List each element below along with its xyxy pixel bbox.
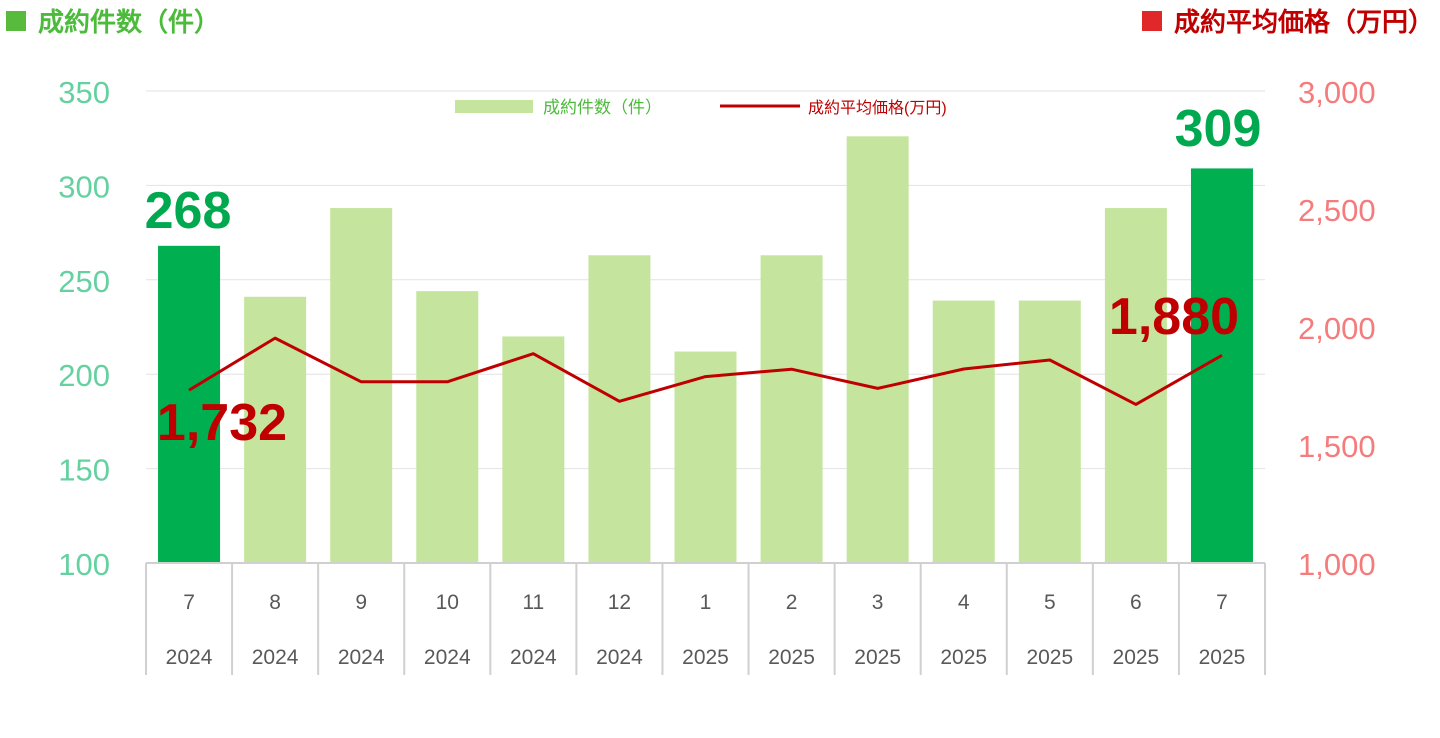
category-year-label: 2025 [854,646,901,669]
category-year-label: 2025 [940,646,987,669]
left-axis-title: 成約件数（件） [6,2,220,39]
bar [588,255,651,564]
bar [330,208,393,563]
green-square-icon [6,10,26,31]
category-month-label: 4 [958,591,970,614]
bar [416,291,479,563]
bar [244,296,307,563]
bar [502,336,565,563]
left-tick-label: 150 [58,453,110,488]
left-tick-label: 300 [58,169,110,204]
right-tick-label: 1,500 [1298,429,1376,464]
bar [1018,300,1081,563]
left-axis-title-text: 成約件数（件） [38,8,221,38]
bar-highlight [158,245,221,564]
category-month-label: 7 [183,591,195,614]
left-tick-label: 350 [58,75,110,110]
right-tick-label: 2,000 [1298,311,1376,346]
category-month-label: 2 [786,591,798,614]
last-count-label: 309 [1175,100,1262,158]
legend-bar-label: 成約件数（件） [543,98,662,117]
category-year-label: 2024 [338,646,385,669]
red-square-icon [1141,10,1162,31]
category-month-label: 8 [269,591,281,614]
category-year-label: 2024 [166,646,213,669]
bar [760,255,823,564]
category-month-label: 7 [1216,591,1228,614]
right-axis-title: 成約平均価格（万円） [1141,2,1434,39]
category-year-label: 2025 [768,646,815,669]
category-month-label: 11 [522,591,544,614]
first-price-label: 1,732 [157,394,287,452]
left-axis: 100 150 200 250 300 350 [58,75,110,582]
left-tick-label: 100 [58,547,110,582]
category-month-label: 6 [1130,591,1142,614]
category-year-label: 2025 [682,646,729,669]
category-month-label: 5 [1044,591,1056,614]
legend-line-label: 成約平均価格(万円) [808,99,947,117]
left-tick-label: 200 [58,358,110,393]
category-year-label: 2025 [1199,646,1246,669]
bar [1104,208,1167,563]
bar-series [158,136,1253,564]
right-axis: 1,000 1,500 2,000 2,500 3,000 [1298,75,1376,582]
category-month-label: 12 [608,591,631,614]
price-line [188,336,1223,406]
left-tick-label: 250 [58,264,110,299]
category-month-label: 9 [355,591,367,614]
right-tick-label: 2,500 [1298,193,1376,228]
category-year-label: 2024 [424,646,471,669]
bar-highlight [1190,168,1253,563]
category-year-label: 2024 [596,646,643,669]
category-month-label: 1 [700,591,712,614]
category-year-label: 2024 [510,646,557,669]
bar [846,136,909,563]
category-month-label: 10 [436,591,459,614]
right-tick-label: 3,000 [1298,75,1376,110]
line-series [188,336,1223,406]
highlight-annotations: 268 309 1,732 1,880 [145,100,1262,452]
right-axis-title-text: 成約平均価格（万円） [1173,8,1434,38]
first-count-label: 268 [145,182,232,240]
category-axis: 7 2024 8 2024 9 2024 10 2024 11 2024 12 2024 1 2025 2 2… [145,562,1266,675]
last-price-label: 1,880 [1109,288,1239,346]
category-year-label: 2025 [1026,646,1073,669]
category-month-label: 3 [872,591,884,614]
legend: 成約件数（件） 成約平均価格(万円) [455,98,947,117]
category-year-label: 2024 [252,646,299,669]
legend-bar-swatch [455,100,533,113]
right-tick-label: 1,000 [1298,547,1376,582]
bar [674,351,737,563]
bar [932,300,995,563]
category-year-label: 2025 [1113,646,1160,669]
